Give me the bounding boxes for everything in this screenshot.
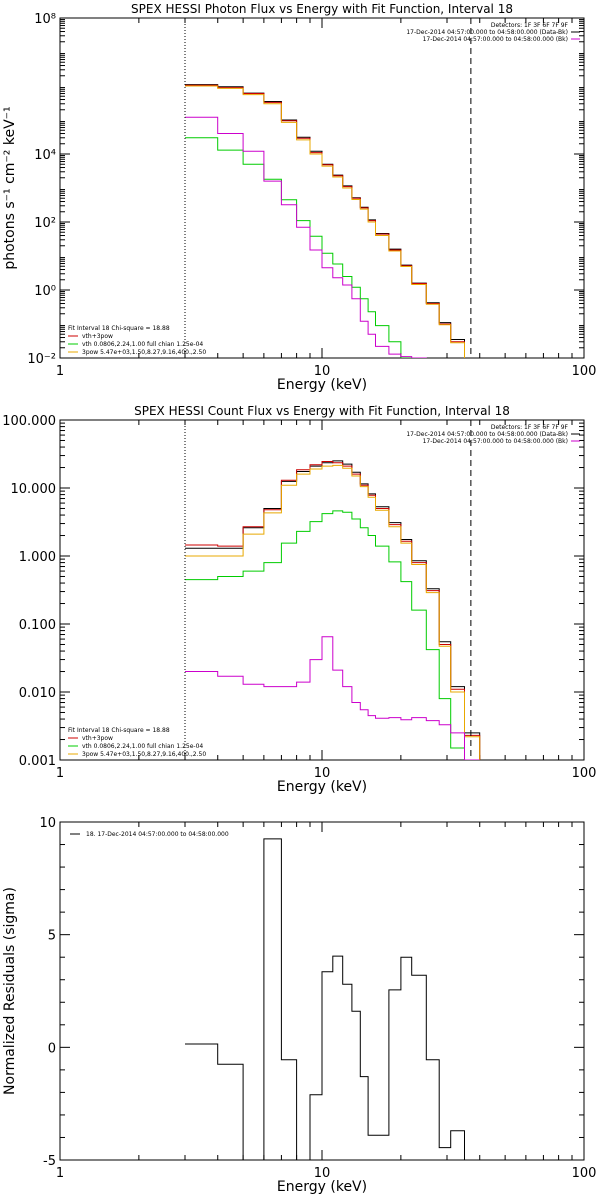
x-tick-label: 10 bbox=[314, 766, 331, 781]
legend-entry: 17-Dec-2014 04:57:00.000 to 04:58:00.000… bbox=[423, 438, 568, 445]
x-axis-label: Energy (keV) bbox=[277, 377, 367, 393]
plot-area bbox=[185, 84, 481, 358]
y-axis-label: Normalized Residuals (sigma) bbox=[2, 887, 18, 1095]
y-tick-label: 10 bbox=[39, 816, 56, 831]
legend-entry: vth 0.0806,2.24,1.00 full chian 1.25e-04 bbox=[82, 743, 203, 750]
y-tick-label: 10² bbox=[34, 216, 56, 231]
series-line-4 bbox=[185, 85, 481, 358]
series-line-1 bbox=[185, 84, 480, 358]
legend-entry: Detectors: 1F 3F 6F 7F 9F bbox=[491, 22, 569, 29]
legend-entry: 18. 17-Dec-2014 04:57:00.000 to 04:58:00… bbox=[86, 831, 229, 838]
y-tick-label: -5 bbox=[43, 1154, 56, 1169]
x-axis-label: Energy (keV) bbox=[277, 1179, 367, 1195]
x-tick-label: 1 bbox=[56, 364, 64, 379]
x-tick-label: 1 bbox=[56, 766, 64, 781]
x-axis-label: Energy (keV) bbox=[277, 779, 367, 795]
plot-area bbox=[185, 460, 481, 760]
plot-frame bbox=[59, 17, 585, 359]
chart-panel-3: 1 10 100 Energy (keV) -5 0 5 10 Normalized Resid… bbox=[2, 816, 596, 1195]
x-tick-label: 10 bbox=[314, 364, 331, 379]
y-tick-label: 10⁴ bbox=[34, 148, 56, 163]
chart-panel-1: SPEX HESSI Photon Flux vs Energy with Fi… bbox=[2, 2, 596, 393]
plot-area bbox=[185, 838, 480, 1160]
x-tick-label: 10 bbox=[314, 1166, 331, 1181]
series-line-2 bbox=[185, 461, 481, 760]
chart-title: SPEX HESSI Count Flux vs Energy with Fit… bbox=[134, 404, 510, 418]
x-tick-label: 100 bbox=[572, 364, 597, 379]
legend-entry: 17-Dec-2014 04:57:00.000 to 04:58:00.000… bbox=[423, 36, 568, 43]
legend-entry: Fit Interval 18 Chi-square = 18.88 bbox=[68, 727, 170, 734]
legend-entry: 3pow 5.47e+03,1.50,8.27,9.16,400.,2.50 bbox=[82, 751, 206, 758]
series-line-4 bbox=[185, 464, 481, 760]
y-tick-label: 10.000 bbox=[11, 482, 57, 497]
y-tick-label: 0.010 bbox=[19, 686, 56, 701]
legend-entry: 17-Dec-2014 04:57:00.000 to 04:58:00.000… bbox=[406, 431, 568, 438]
plot-frame bbox=[59, 419, 585, 761]
legend-entry: vth+3pow bbox=[82, 333, 113, 340]
x-tick-label: 100 bbox=[572, 1166, 597, 1181]
series-line-1 bbox=[185, 838, 480, 1160]
legend-entry: Detectors: 1F 3F 6F 7F 9F bbox=[491, 424, 569, 431]
y-tick-label: 100.000 bbox=[2, 414, 56, 429]
chart-panel-2: SPEX HESSI Count Flux vs Energy with Fit… bbox=[2, 404, 596, 795]
y-tick-label: 5 bbox=[48, 929, 56, 944]
chart-title: SPEX HESSI Photon Flux vs Energy with Fi… bbox=[131, 2, 513, 16]
y-tick-label: 10⁰ bbox=[34, 284, 56, 299]
y-tick-label: 0 bbox=[48, 1041, 56, 1056]
series-line-3 bbox=[185, 510, 481, 760]
y-tick-label: 0.100 bbox=[19, 618, 56, 633]
y-tick-label: 1.000 bbox=[19, 550, 56, 565]
series-line-1 bbox=[185, 460, 481, 760]
legend-entry: 3pow 5.47e+03,1.50,8.27,9.16,400.,2.50 bbox=[82, 349, 206, 356]
y-tick-label: 10⁸ bbox=[34, 12, 56, 27]
series-line-3 bbox=[185, 137, 481, 358]
legend-entry: vth+3pow bbox=[82, 735, 113, 742]
series-line-5 bbox=[185, 116, 481, 358]
x-tick-label: 1 bbox=[56, 1166, 64, 1181]
series-line-5 bbox=[185, 636, 480, 760]
legend-entry: Fit Interval 18 Chi-square = 18.88 bbox=[68, 325, 170, 332]
x-tick-label: 100 bbox=[572, 766, 597, 781]
y-tick-label: 0.001 bbox=[19, 754, 56, 769]
series-line-2 bbox=[185, 84, 481, 358]
legend-entry: vth 0.0806,2.24,1.00 full chian 1.25e-04 bbox=[82, 341, 203, 348]
y-tick-label: 10⁻² bbox=[27, 352, 56, 367]
legend-entry: 17-Dec-2014 04:57:00.000 to 04:58:00.000… bbox=[406, 29, 568, 36]
y-axis-label: photons s⁻¹ cm⁻² keV⁻¹ bbox=[2, 106, 18, 269]
